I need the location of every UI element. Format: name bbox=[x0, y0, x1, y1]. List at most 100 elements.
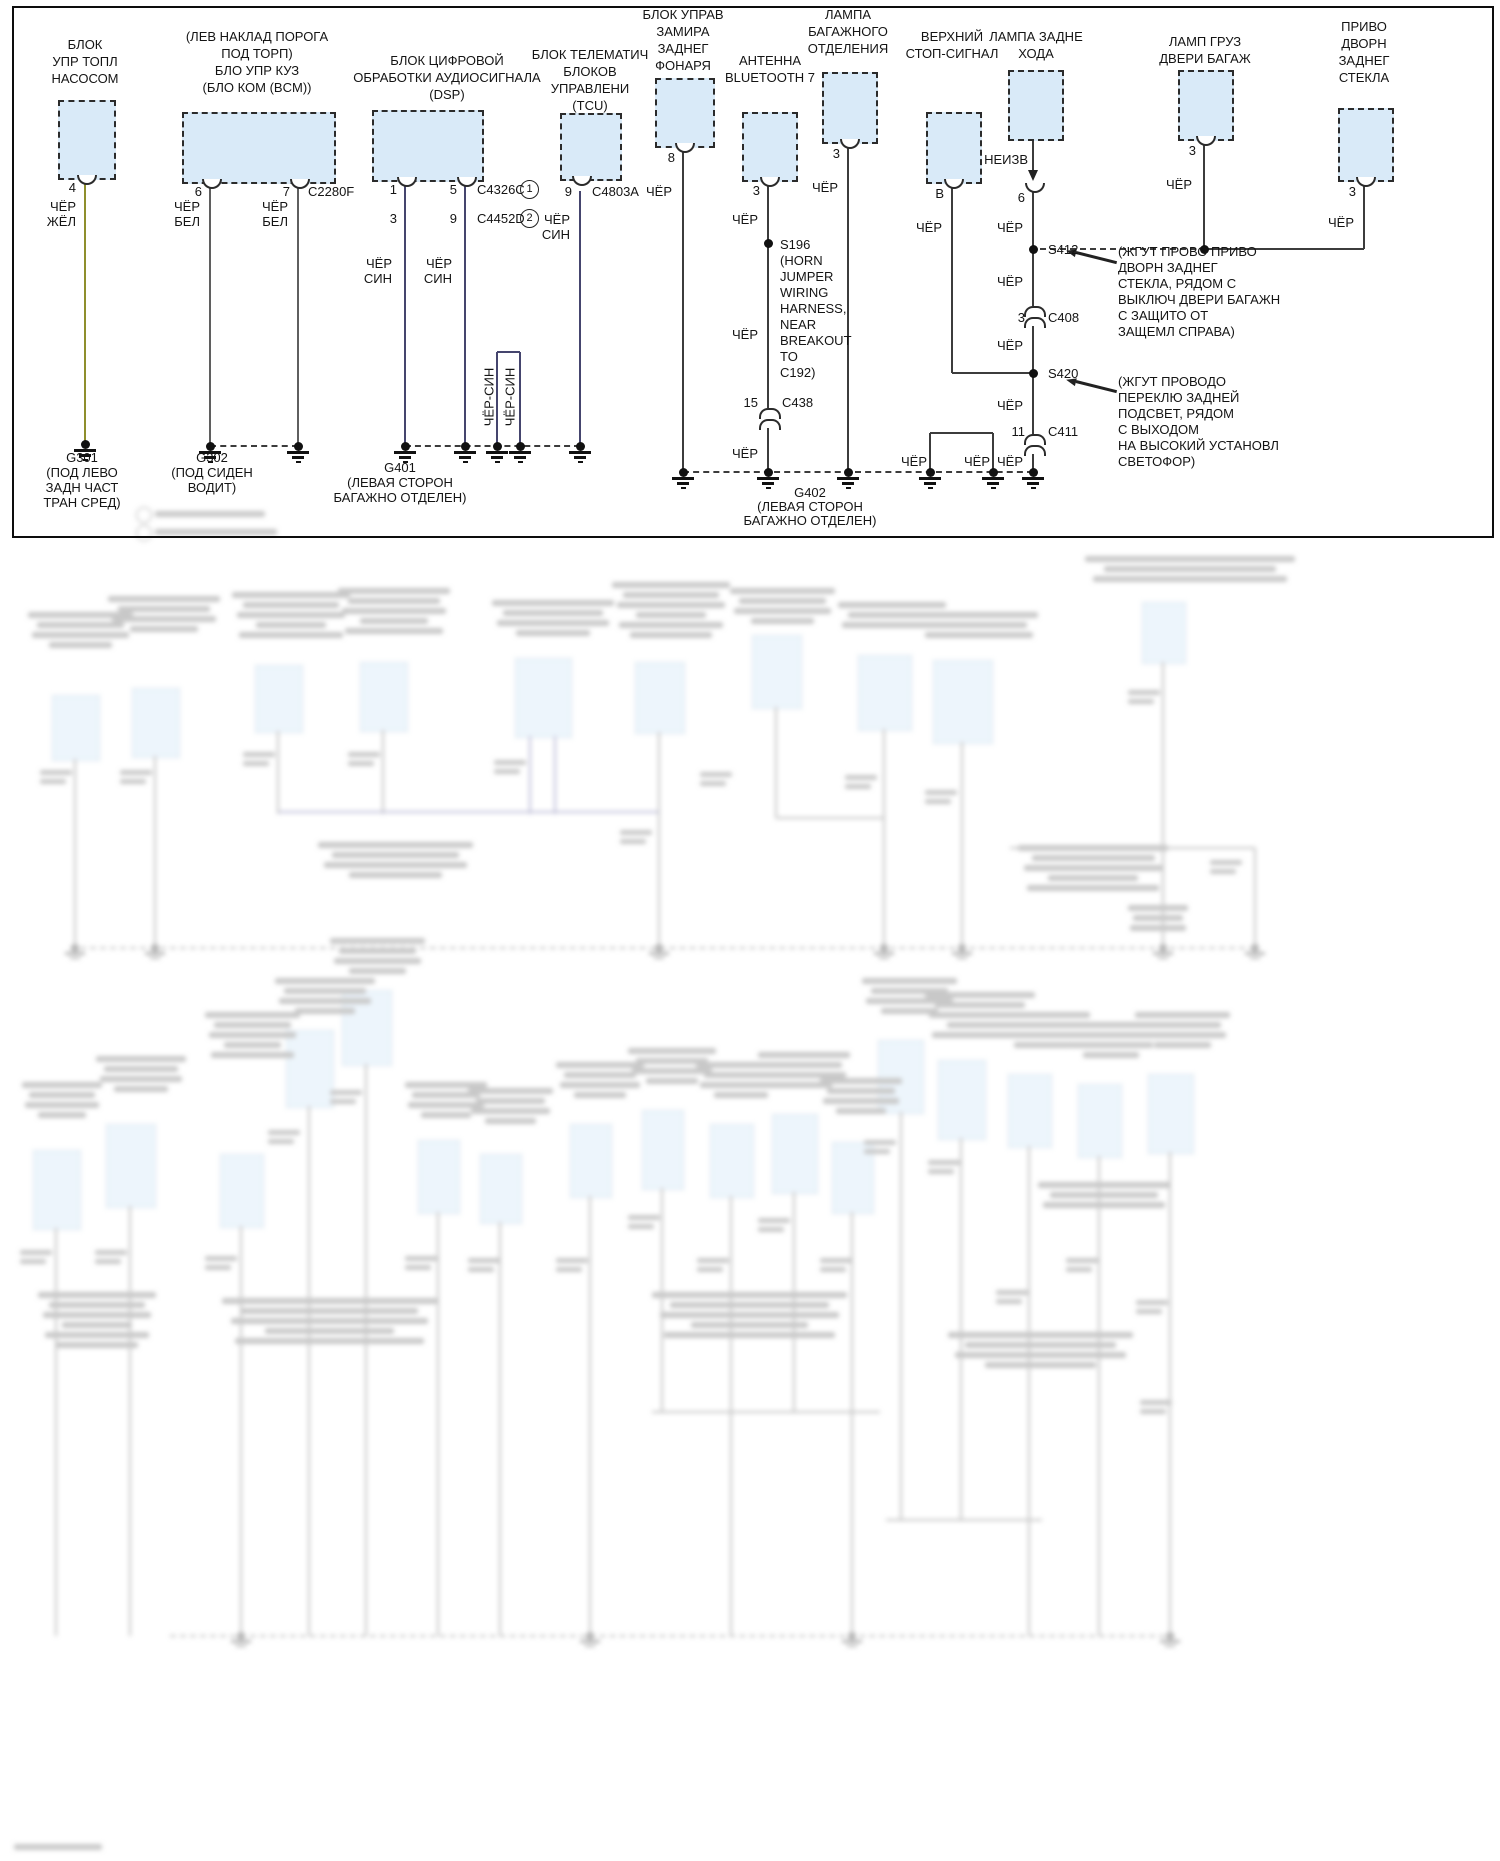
blurred-text-blob bbox=[619, 622, 723, 628]
rear-wiper-title-line: СТЕКЛА bbox=[1338, 70, 1390, 85]
blurred-wire bbox=[1028, 1146, 1030, 1636]
antenna-wire-color-3-line: ЧЁР bbox=[731, 446, 758, 461]
wire bbox=[208, 187, 212, 446]
ground-dot bbox=[575, 441, 585, 451]
fuel-pump-title-line: УПР ТОПЛ bbox=[52, 54, 118, 69]
blurred-text-blob bbox=[696, 1062, 786, 1068]
blurred-text-blob bbox=[421, 1112, 471, 1118]
blurred-component-box bbox=[515, 658, 572, 738]
blurred-text-blob bbox=[49, 642, 112, 648]
blurred-component-box bbox=[418, 1140, 460, 1214]
ground-symbol bbox=[292, 456, 304, 459]
blurred-wire bbox=[1162, 662, 1164, 948]
wire bbox=[296, 187, 300, 446]
blurred-component-box bbox=[933, 660, 993, 744]
fuel-pump-pin-line: 4 bbox=[68, 180, 76, 195]
reverse-lamp-pin-line: 6 bbox=[1017, 190, 1025, 205]
ground-g402-line: G402 bbox=[794, 485, 826, 500]
tcu-pin-line: 9 bbox=[564, 184, 572, 199]
wire bbox=[463, 185, 467, 446]
blurred-text-blob bbox=[330, 938, 425, 944]
blurred-text-blob bbox=[14, 1844, 102, 1850]
dsp-pin-5: 5 bbox=[450, 182, 457, 197]
blurred-wire-label-blob bbox=[405, 1256, 437, 1261]
blurred-ground-symbol bbox=[952, 952, 972, 955]
wire bbox=[83, 183, 87, 443]
fuel-pump-wire-color-line: ЧЁР bbox=[49, 199, 76, 214]
fuel-pump-title-line: НАСОСОМ bbox=[51, 71, 119, 86]
tail-lamp-module-title-line: ЗАДНЕГ bbox=[657, 41, 709, 56]
bcm-pin-6: 6 bbox=[195, 184, 202, 199]
blurred-component-box bbox=[832, 1142, 874, 1214]
blurred-text-blob bbox=[1143, 1022, 1222, 1028]
reverse-lamp-title-line: ХОДА bbox=[1018, 46, 1054, 61]
blurred-wire-label-blob bbox=[928, 1160, 960, 1165]
tcu-title-line: БЛОК ТЕЛЕМАТИЧ bbox=[531, 47, 649, 62]
blurred-text-blob bbox=[130, 626, 198, 632]
tail-lamp-module-wire-color: ЧЁР bbox=[646, 184, 672, 199]
blurred-wire-label-blob bbox=[700, 781, 726, 786]
blurred-text-blob bbox=[1024, 865, 1162, 871]
blurred-text-blob bbox=[1135, 1012, 1230, 1018]
luggage-lamp-wire-color-line: ЧЁР bbox=[811, 180, 838, 195]
blurred-ground-symbol bbox=[145, 952, 165, 955]
blurred-wire-label-blob bbox=[20, 1259, 46, 1264]
blurred-text-blob bbox=[820, 1078, 902, 1084]
blurred-text-blob bbox=[931, 1032, 1029, 1038]
blurred-text-blob bbox=[1093, 576, 1287, 582]
blurred-component-box bbox=[710, 1124, 754, 1198]
tail-lamp-module-title-line: ЗАМИРА bbox=[656, 24, 710, 39]
g402-loop-wire-color-1: ЧЁР bbox=[901, 454, 927, 469]
ground-symbol bbox=[509, 451, 531, 454]
blurred-component-box bbox=[1148, 1074, 1194, 1154]
dsp-title: БЛОК ЦИФРОВОЙ ОБРАБОТКИ АУДИОСИГНАЛА (DSP) bbox=[353, 52, 540, 103]
ground-symbol bbox=[762, 482, 774, 485]
ground-symbol bbox=[207, 460, 213, 463]
ground-symbol bbox=[494, 460, 500, 463]
dsp-pin-5-line: 5 bbox=[449, 182, 457, 197]
dsp-connector-2-line: C4452D bbox=[477, 211, 525, 226]
blurred-text-blob bbox=[924, 632, 1034, 638]
component-box bbox=[926, 112, 982, 184]
blurred-text-blob bbox=[344, 628, 444, 634]
blurred-text-blob bbox=[108, 596, 220, 602]
blurred-text-blob bbox=[1014, 1042, 1071, 1048]
blurred-wire-label-blob bbox=[864, 1149, 890, 1154]
blurred-text-blob bbox=[870, 988, 949, 994]
dsp-connector-1: C4326C bbox=[477, 182, 525, 197]
ground-symbol bbox=[845, 486, 851, 489]
blurred-text-blob bbox=[920, 612, 1038, 618]
blurred-wire bbox=[652, 1411, 880, 1413]
blurred-wire-label-blob bbox=[1136, 1309, 1162, 1314]
blurred-text-blob bbox=[559, 1082, 641, 1088]
dsp-pin-1: 1 bbox=[390, 182, 397, 197]
blurred-ground-dot bbox=[848, 1632, 856, 1640]
blurred-ground-symbol bbox=[585, 1645, 595, 1647]
dsp-title-line: (DSP) bbox=[429, 87, 465, 102]
blurred-text-blob bbox=[1065, 1022, 1157, 1028]
blurred-text-blob bbox=[255, 622, 327, 628]
blurred-wire-label-blob bbox=[556, 1267, 582, 1272]
dsp-pin-3: 3 bbox=[390, 211, 397, 226]
wire bbox=[1031, 137, 1035, 176]
ground-symbol bbox=[402, 460, 408, 463]
ground-symbol bbox=[491, 456, 503, 459]
blurred-wire-label-blob bbox=[1128, 690, 1160, 695]
connector-c438: C438 bbox=[782, 395, 813, 410]
blurred-text-blob bbox=[25, 1102, 99, 1108]
luggage-lamp-title: ЛАМПА БАГАЖНОГО ОТДЕЛЕНИЯ bbox=[808, 6, 888, 57]
ground-symbol bbox=[577, 460, 583, 463]
blurred-text-blob bbox=[836, 1108, 886, 1114]
blurred-text-blob bbox=[349, 872, 442, 878]
blurred-component-box bbox=[752, 635, 802, 709]
ground-symbol bbox=[394, 451, 416, 454]
ground-dot bbox=[988, 467, 998, 477]
blurred-ground-symbol bbox=[65, 952, 85, 955]
blurred-text-blob bbox=[37, 622, 124, 628]
dsp-wire-color-1-line: ЧЁР bbox=[365, 256, 392, 271]
luggage-lamp-wire-color: ЧЁР bbox=[812, 180, 838, 195]
wire bbox=[403, 185, 407, 446]
ground-dot bbox=[492, 441, 502, 451]
ground-symbol bbox=[204, 456, 216, 459]
splice-s412-note-line: (ЖГУТ ПРОВО ПРИВО bbox=[1118, 244, 1257, 259]
